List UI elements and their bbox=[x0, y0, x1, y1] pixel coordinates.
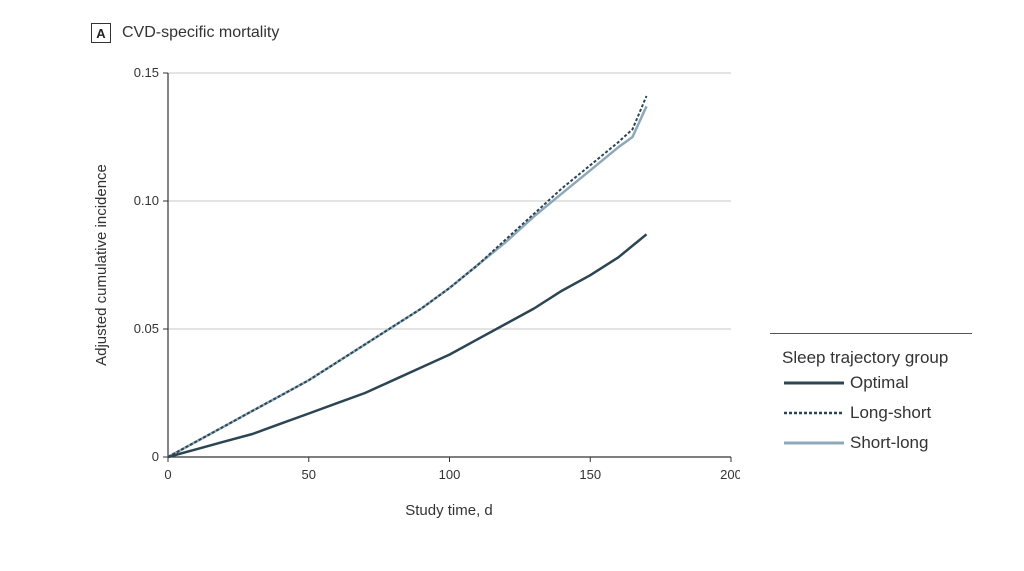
legend-item-optimal: Optimal bbox=[782, 368, 972, 398]
line-chart: 00.050.100.150 50 100 150 200 Study time, d … bbox=[93, 65, 740, 519]
legend-divider bbox=[770, 333, 972, 334]
x-tick-label: 50 bbox=[302, 467, 316, 482]
x-tick-label: 100 bbox=[439, 467, 461, 482]
legend-label: Optimal bbox=[850, 373, 909, 392]
legend-item-short-long: Short-long bbox=[782, 428, 972, 458]
y-tick-label: 0.15 bbox=[134, 65, 159, 80]
legend-label: Long-short bbox=[850, 403, 932, 422]
x-tick-label: 200 bbox=[720, 467, 740, 482]
legend-items: Optimal Long-short Short-long bbox=[770, 368, 972, 458]
y-axis-label: Adjusted cumulative incidence bbox=[93, 164, 110, 366]
y-tick-label: 0.05 bbox=[134, 321, 159, 336]
chart-title: CVD-specific mortality bbox=[122, 24, 280, 41]
series-line-short-long bbox=[167, 105, 648, 459]
axes bbox=[163, 72, 732, 462]
panel-letter: A bbox=[91, 23, 111, 43]
legend-item-long-short: Long-short bbox=[782, 398, 972, 428]
series-line-long-short bbox=[167, 95, 648, 458]
legend: Sleep trajectory group Optimal Long-short… bbox=[770, 333, 972, 458]
series-line-optimal bbox=[167, 233, 648, 459]
x-axis-label: Study time, d bbox=[405, 502, 493, 519]
gridlines bbox=[168, 72, 731, 330]
tick-labels: 0 0.05 0.10 0.15 0 50 100 150 200 bbox=[134, 65, 740, 482]
legend-label: Short-long bbox=[850, 433, 929, 452]
legend-swatch bbox=[784, 441, 844, 445]
y-tick-label: 0.10 bbox=[134, 193, 159, 208]
y-tick-label: 0 bbox=[152, 449, 159, 464]
legend-swatch bbox=[784, 411, 844, 415]
legend-title: Sleep trajectory group bbox=[782, 348, 949, 367]
x-tick-label: 0 bbox=[164, 467, 171, 482]
legend-swatch bbox=[784, 381, 844, 385]
x-tick-label: 150 bbox=[579, 467, 601, 482]
series-lines bbox=[167, 95, 648, 459]
